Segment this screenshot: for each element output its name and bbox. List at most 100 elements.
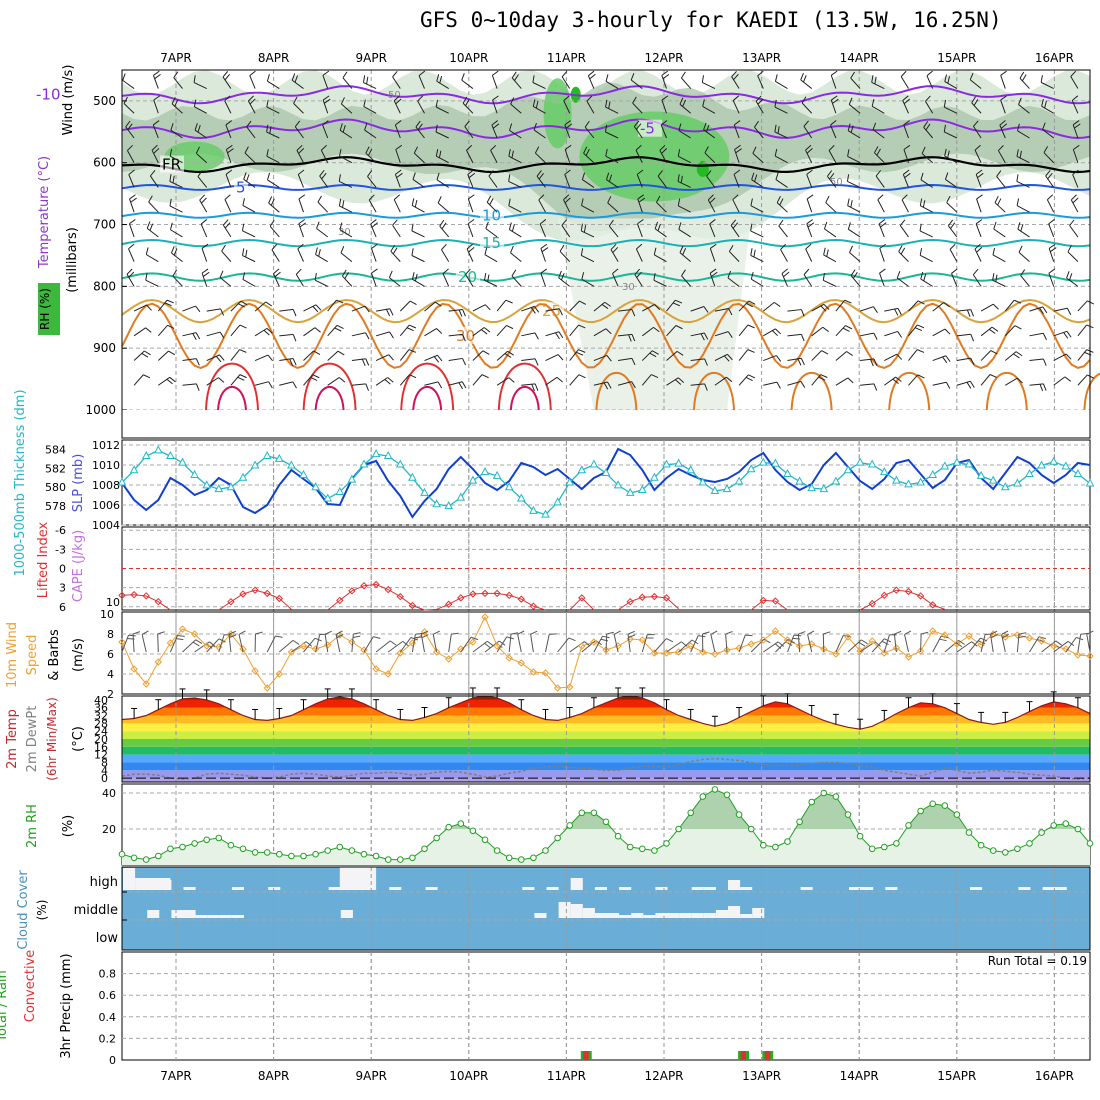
upper-wind-barb [637,194,646,213]
rh-point [663,840,670,847]
high-cloud-bar [619,887,632,890]
rh-point [433,834,440,842]
temp-axis-label: 2m DewPt [25,706,40,773]
thickness-point [976,470,986,479]
rh-point [397,856,404,863]
rh-point [518,856,525,863]
cape-tick-label: 10 [106,596,120,609]
thickness-point [166,451,175,460]
temp-band [122,707,1090,716]
upper-wind-barb [510,97,522,114]
upper-wind-barb [173,71,183,89]
high-cloud-bar [970,887,983,890]
cloud-bg [122,867,1090,950]
lifted-index-line [569,597,595,611]
upper-wind-barb [581,172,595,188]
surface-wind-barb [517,630,525,653]
upper-wind-barb [242,272,256,287]
rh-point [179,843,186,851]
upper-wind-barb [787,380,806,388]
upper-wind-barb [1072,169,1079,188]
upper-wind-barb [714,308,733,316]
upper-wind-barb [249,70,256,89]
upper-wind-barb [298,219,307,238]
upper-wind-barb [618,333,636,342]
upper-wind-barb [811,303,830,312]
rh-point [288,852,295,860]
temp-tick-label: 16 [94,741,108,754]
upper-wind-barb [681,269,692,287]
surface-wind-barb [472,640,494,653]
middle-cloud-bar [207,915,220,918]
lifted-index-point [481,589,489,598]
upper-wind-barb [641,326,660,337]
thickness-point [347,474,357,483]
upper-wind-barb [947,219,958,238]
upper-wind-barb [241,223,256,238]
surface-wind-barb [1029,636,1047,653]
rh-point [493,847,501,854]
cloud-axis-label: (%) [35,900,49,921]
upper-wind-barb [1048,268,1056,287]
temp-tick-label: 20 [94,733,108,746]
surface-wind-barb [254,631,263,653]
upper-wind-barb [734,144,742,163]
upper-wind-barb [1053,353,1072,361]
upper-wind-barb [268,196,280,213]
upper-wind-barb [926,70,934,89]
high-cloud-bar [183,887,196,890]
upper-wind-barb [484,247,498,263]
upper-wind-barb [230,349,247,361]
upper-wind-barb [368,194,377,213]
wind-speed-point [699,648,707,656]
precip-tick-label: 0.8 [99,968,117,981]
upper-wind-barb [1029,358,1047,366]
isotherm-label-bg [456,268,480,286]
upper-wind-barb [996,170,1006,188]
temp-band [122,754,1090,763]
upper-wind-barb [298,194,306,213]
surface-wind-barb [351,632,361,653]
li-tick-label: 0 [59,563,66,576]
upper-wind-barb [750,198,764,213]
temp-tick-label: 36 [94,702,108,715]
upper-wind-barb [521,332,539,340]
upper-wind-barb [254,381,273,389]
upper-wind-barb [496,299,513,312]
upper-wind-barb [633,120,643,139]
lifted-index-line [218,589,292,611]
rh-point [251,849,259,856]
isotherm-25 [121,298,1091,324]
surface-wind-barb [420,630,429,653]
surface-wind-barb [460,636,479,653]
upper-wind-barb [714,331,733,338]
upper-wind-barb [811,374,828,386]
upper-wind-barb [581,198,595,213]
upper-wind-barb [999,120,1008,139]
upper-wind-barb [847,222,861,238]
upper-wind-barb [169,174,183,188]
wind-speed-point [868,637,876,645]
rh-point [735,811,743,818]
upper-wind-barb [370,219,378,238]
surface-wind-barb [847,639,868,653]
rh-point [215,834,223,842]
upper-wind-barb [569,324,586,337]
upper-wind-barb [781,268,790,287]
slp-tick-label: 1010 [92,459,120,472]
lifted-index-line [327,583,546,611]
upper-wind-barb [490,144,498,163]
lifted-index-point [227,597,235,606]
upper-wind-barb [593,328,612,337]
upper-wind-barb [678,222,691,238]
rh-point [626,843,634,851]
upper-wind-barb [484,272,498,287]
top-date-label: 12APR [644,51,683,65]
upper-wind-barb [666,299,683,312]
precip-tick-label: 0.6 [99,989,117,1002]
upper-wind-barb [424,381,443,389]
upper-wind-barb [727,270,740,287]
thickness-point [238,472,248,481]
lifted-index-line [617,596,679,611]
wind-speed-point [602,646,610,654]
